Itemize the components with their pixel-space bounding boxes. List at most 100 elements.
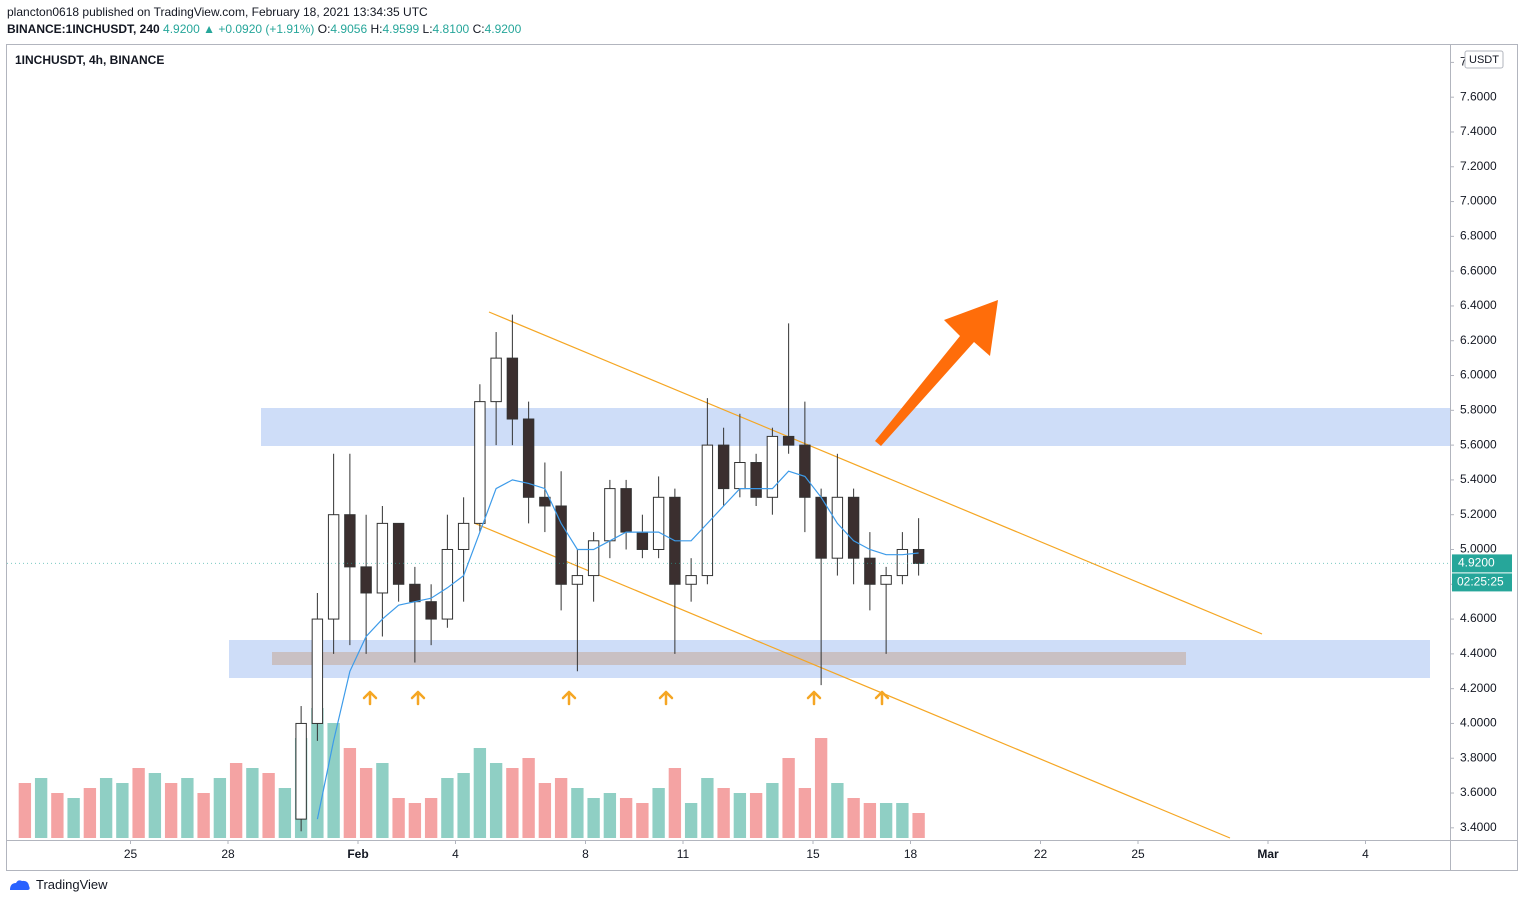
volume-bar [457, 773, 470, 838]
volume-bar [181, 778, 194, 838]
volume-bar [522, 758, 535, 838]
candle-body [880, 575, 892, 585]
volume-bar [262, 773, 275, 838]
x-tick-label: 15 [806, 847, 820, 861]
candle-body [912, 548, 925, 564]
resistance-zone [261, 408, 1450, 446]
x-tick-label: 8 [582, 847, 589, 861]
candle-body [555, 505, 567, 585]
y-tick-label: 3.6000 [1460, 785, 1497, 799]
volume-bar [571, 788, 584, 838]
candle-body [571, 575, 584, 585]
volume-bar [34, 778, 48, 838]
axes: 3.4000 3.6000 3.8000 4.0000 4.2000 4.4000 4.60… [7, 55, 1512, 861]
moving-average [316, 470, 919, 820]
volume-bar [376, 763, 389, 838]
volume-bar [896, 803, 909, 838]
candle-body [604, 488, 616, 542]
x-tick-label: Mar [1257, 847, 1279, 861]
channel-lower [473, 522, 1231, 839]
candle-body [717, 444, 730, 490]
arrow: ▲ [203, 22, 215, 36]
volume-bar [278, 788, 292, 838]
brand: TradingView [36, 877, 108, 892]
candle-body [701, 444, 714, 577]
symbol: BINANCE:1INCHUSDT, 240 [7, 22, 160, 36]
volume-bar [359, 768, 373, 838]
volume-bar [749, 793, 763, 838]
x-tick-label: 18 [904, 847, 918, 861]
candle-body [311, 618, 324, 724]
h-key: H: [370, 22, 383, 36]
last-price-tag [1452, 554, 1512, 573]
y-tick-label: 5.2000 [1460, 507, 1497, 521]
candle-body [344, 514, 356, 568]
y-tick-label: 7.2000 [1460, 159, 1497, 173]
candle-body [409, 583, 421, 603]
footer: TradingView [8, 877, 108, 892]
x-tick-label: 22 [1034, 847, 1048, 861]
annotations [362, 690, 890, 706]
header: plancton0618 published on TradingView.co… [7, 4, 521, 38]
candle-body [457, 522, 470, 550]
candle-body [360, 566, 372, 594]
candle-body [522, 418, 535, 498]
volume-bar [327, 723, 340, 838]
countdown: 02:25:25 [1457, 575, 1504, 589]
volume-bar [538, 783, 552, 838]
volume-bar [67, 798, 80, 838]
candle-body [620, 488, 632, 533]
volume-bar [847, 798, 860, 838]
volume-bar [99, 778, 113, 838]
bounce-arrow [410, 690, 426, 706]
frame [6, 44, 1518, 871]
y-tick-label: 7.4000 [1460, 124, 1497, 138]
candle-body [376, 522, 389, 594]
y-tick-label: 5.0000 [1460, 542, 1497, 556]
x-tick-label: 28 [221, 847, 235, 861]
volume-bar [213, 778, 227, 838]
volume-bar [408, 803, 422, 838]
bounce-arrow [561, 690, 577, 706]
channel-upper [488, 311, 1263, 635]
y-tick-label: 6.4000 [1460, 298, 1497, 312]
volume-bar [766, 783, 779, 838]
y-tick-label: 3.4000 [1460, 820, 1497, 834]
symbol-line: BINANCE:1INCHUSDT, 240 4.9200 ▲ +0.0920 … [7, 21, 521, 38]
l: 4.8100 [432, 22, 470, 36]
candle-body [490, 357, 502, 403]
volume-bar [116, 783, 129, 838]
chart-title: 1INCHUSDT, 4h, BINANCE [15, 53, 164, 67]
l-key: L: [422, 22, 433, 36]
countdown-tag [1452, 573, 1512, 592]
candle-body [815, 496, 827, 559]
volume-bar [197, 793, 210, 838]
candle-body [896, 548, 909, 577]
volume-bar [489, 763, 503, 838]
volume-layer [18, 708, 925, 838]
volume-bar [246, 768, 259, 838]
y-tick-label: 4.6000 [1460, 611, 1497, 625]
currency-badge [1464, 50, 1504, 69]
candle-body [766, 435, 779, 498]
support-line [272, 652, 1186, 665]
volume-bar [717, 788, 730, 838]
breakout-arrow [875, 300, 998, 446]
candle-body [539, 496, 551, 507]
volume-bar [148, 773, 162, 838]
volume-bar [831, 783, 844, 838]
volume-bar [392, 798, 405, 838]
volume-bar [603, 793, 617, 838]
volume-bar [343, 748, 357, 838]
drawings [229, 311, 1450, 839]
candle-body [425, 601, 437, 620]
volume-bar [424, 798, 438, 838]
price-layer [295, 314, 925, 832]
candle-body [295, 722, 307, 820]
candle-body [847, 496, 860, 559]
o-key: O: [317, 22, 331, 36]
candle-body [831, 496, 844, 559]
candle-body [799, 444, 811, 498]
